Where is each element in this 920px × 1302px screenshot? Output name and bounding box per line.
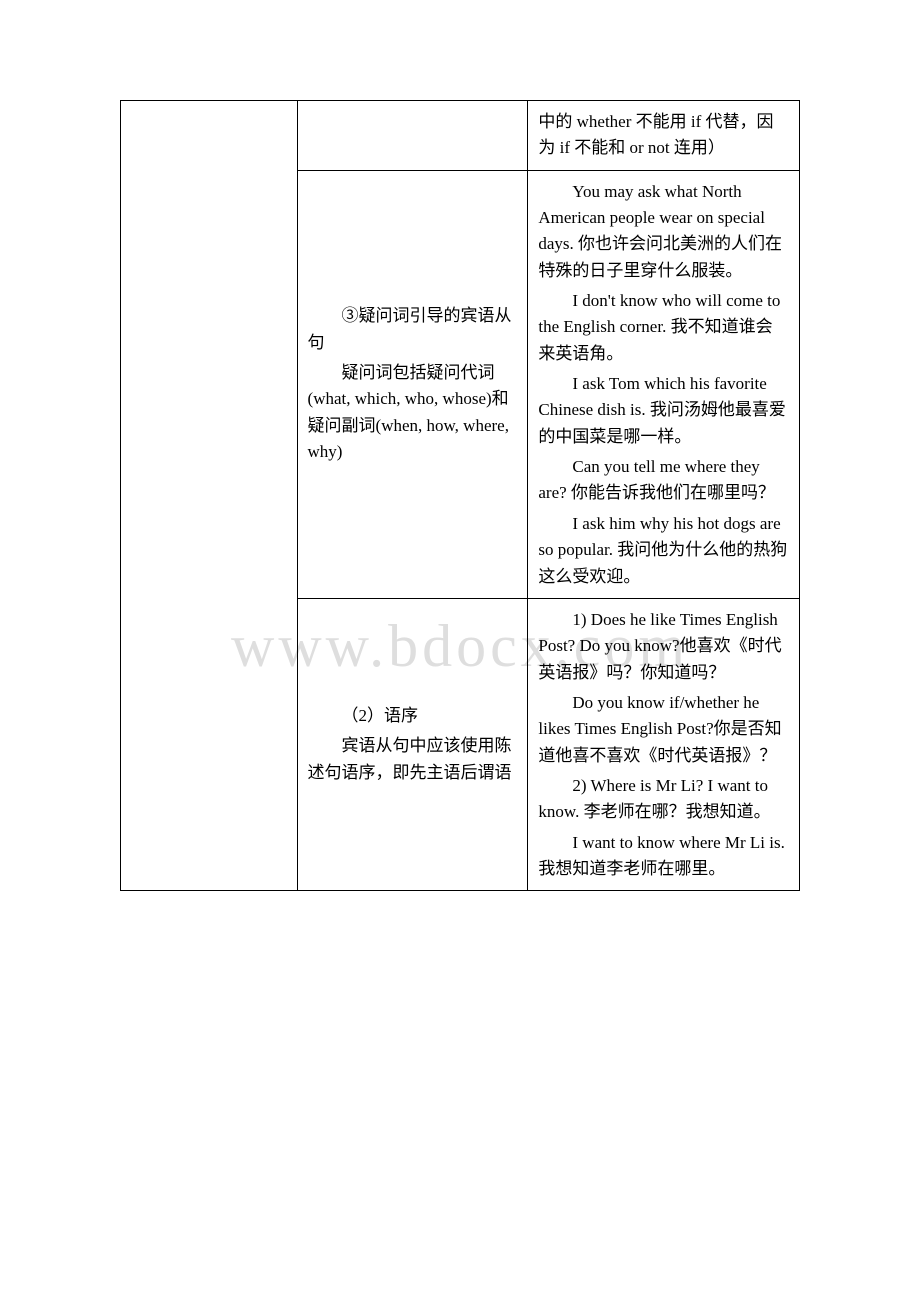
rule-text: （2）语序: [308, 703, 518, 729]
rule-text: 疑问词包括疑问代词(what, which, who, whose)和疑问副词(…: [308, 360, 518, 465]
cell-examples-3: 1) Does he like Times English Post? Do y…: [528, 598, 800, 890]
cell-left-blank: [121, 101, 298, 891]
cell-rule-1: [297, 101, 528, 171]
example-text: I want to know where Mr Li is. 我想知道李老师在哪…: [538, 830, 789, 883]
rule-text: 宾语从句中应该使用陈述句语序，即先主语后谓语: [308, 733, 518, 786]
cell-examples-1: 中的 whether 不能用 if 代替，因为 if 不能和 or not 连用…: [528, 101, 800, 171]
grammar-table: 中的 whether 不能用 if 代替，因为 if 不能和 or not 连用…: [120, 100, 800, 891]
example-text: 1) Does he like Times English Post? Do y…: [538, 607, 789, 686]
example-text: 中的 whether 不能用 if 代替，因为 if 不能和 or not 连用…: [538, 109, 789, 162]
table-row: 中的 whether 不能用 if 代替，因为 if 不能和 or not 连用…: [121, 101, 800, 171]
example-text: I ask him why his hot dogs are so popula…: [538, 511, 789, 590]
cell-rule-3: （2）语序 宾语从句中应该使用陈述句语序，即先主语后谓语: [297, 598, 528, 890]
example-text: I don't know who will come to the Englis…: [538, 288, 789, 367]
rule-text: ③疑问词引导的宾语从句: [308, 303, 518, 356]
cell-examples-2: You may ask what North American people w…: [528, 170, 800, 598]
example-text: You may ask what North American people w…: [538, 179, 789, 284]
cell-rule-2: ③疑问词引导的宾语从句 疑问词包括疑问代词(what, which, who, …: [297, 170, 528, 598]
example-text: 2) Where is Mr Li? I want to know. 李老师在哪…: [538, 773, 789, 826]
example-text: Can you tell me where they are? 你能告诉我他们在…: [538, 454, 789, 507]
example-text: Do you know if/whether he likes Times En…: [538, 690, 789, 769]
example-text: I ask Tom which his favorite Chinese dis…: [538, 371, 789, 450]
